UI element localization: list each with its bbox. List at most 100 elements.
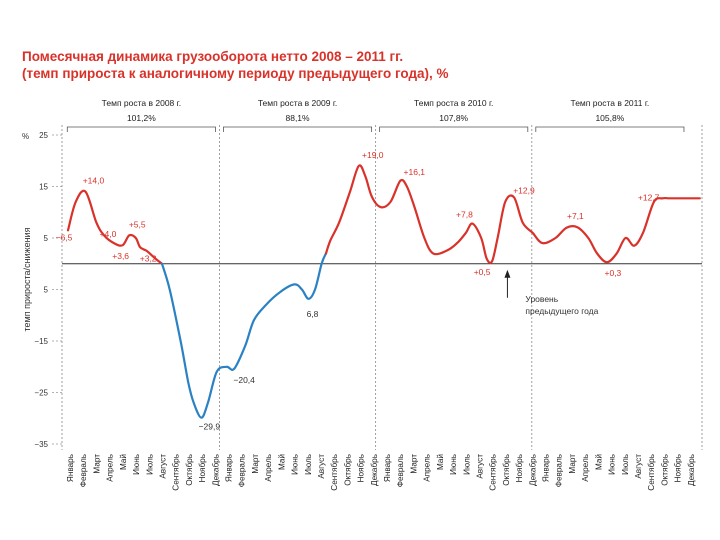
month-label: Январь (542, 454, 551, 482)
data-label: +5,5 (129, 219, 146, 229)
series-line-0 (66, 189, 164, 265)
period-bracket (223, 126, 373, 132)
data-label: +0,3 (605, 268, 622, 278)
month-label: Август (317, 454, 326, 479)
month-label: Сентябрь (647, 454, 656, 491)
month-label: Июнь (291, 454, 300, 475)
y-tick-label: −25 (34, 389, 48, 398)
month-label: Ноябрь (674, 454, 683, 482)
period-label: Темп роста в 2009 г. (258, 98, 337, 108)
month-label: Декабрь (687, 454, 696, 486)
data-label: +14,0 (83, 176, 105, 186)
month-label: Апрель (106, 454, 115, 482)
month-label: Май (277, 454, 286, 470)
reference-note-line-2: предыдущего года (525, 306, 598, 316)
y-tick-label: 25 (39, 131, 48, 140)
month-label: Октябрь (343, 454, 352, 486)
month-label: Июнь (132, 454, 141, 475)
month-label: Ноябрь (357, 454, 366, 482)
month-label: Февраль (396, 454, 405, 487)
reference-note-line-1: Уровень (525, 294, 558, 304)
y-tick-label: 5 (44, 286, 49, 295)
period-bracket (379, 126, 529, 132)
year-dividers (61, 125, 703, 450)
month-label: Сентябрь (172, 454, 181, 491)
y-axis: % 25 15 5 5 −15 −25 −35 темп прироста/снижения (22, 131, 62, 449)
data-label: +4,0 (100, 229, 117, 239)
month-label: Июль (145, 454, 154, 475)
month-label: Декабрь (528, 454, 537, 486)
month-label: Ноябрь (515, 454, 524, 482)
month-label: Январь (66, 454, 75, 482)
period-value: 101,2% (127, 113, 156, 123)
month-label: Декабрь (211, 454, 220, 486)
data-label: +3,2 (140, 253, 157, 263)
data-label: +12,9 (513, 185, 535, 195)
y-axis-title: темп прироста/снижения (22, 227, 32, 331)
month-label: Июль (621, 454, 630, 475)
month-label: Ноябрь (198, 454, 207, 482)
y-tick-label: 5 (44, 234, 49, 243)
month-label: Сентябрь (489, 454, 498, 491)
series-line-2 (324, 164, 701, 264)
month-label: Март (409, 454, 418, 474)
title-line-2: (темп прироста к аналогичному периоду пр… (22, 66, 449, 81)
x-axis-month-labels: Январь Февраль Март Апрель Май Июнь Июль Август… (66, 454, 696, 491)
month-label: Май (436, 454, 445, 470)
month-label: Январь (383, 454, 392, 482)
data-label: +16,1 (404, 167, 426, 177)
data-label: +7,8 (456, 210, 473, 220)
month-label: Январь (225, 454, 234, 482)
chart-title: Помесячная динамика грузооборота нетто 2… (22, 48, 449, 82)
series-line-1 (160, 252, 328, 419)
period-value: 88,1% (285, 113, 310, 123)
data-label: −6,5 (56, 232, 73, 242)
month-label: Апрель (423, 454, 432, 482)
data-label: +0,5 (474, 267, 491, 277)
data-label: +3,6 (112, 251, 129, 261)
data-label: −20,4 (233, 375, 255, 385)
month-label: Октябрь (660, 454, 669, 486)
data-labels: +14,0 −6,5 +4,0 +3,6 +5,5 +3,2 −29,9 −20,4 6,8 +1… (56, 150, 660, 432)
y-unit-label: % (22, 132, 29, 141)
data-label: +19,0 (362, 150, 384, 160)
reference-arrow-head (504, 269, 511, 278)
month-label: Август (159, 454, 168, 479)
data-label: −29,9 (199, 422, 221, 432)
period-label: Темп роста в 2008 г. (102, 98, 181, 108)
data-label: +12,7 (638, 192, 660, 202)
period-value: 105,8% (595, 113, 624, 123)
period-label: Темп роста в 2011 г. (570, 98, 649, 108)
period-label: Темп роста в 2010 г. (414, 98, 493, 108)
month-label: Апрель (264, 454, 273, 482)
month-label: Июль (462, 454, 471, 475)
month-label: Июль (304, 454, 313, 475)
month-label: Февраль (238, 454, 247, 487)
month-label: Декабрь (370, 454, 379, 486)
month-label: Август (634, 454, 643, 479)
month-label: Февраль (79, 454, 88, 487)
month-label: Март (568, 454, 577, 474)
month-label: Июнь (449, 454, 458, 475)
period-bracket (66, 126, 216, 132)
month-label: Февраль (555, 454, 564, 487)
period-value: 107,8% (439, 113, 468, 123)
month-label: Октябрь (502, 454, 511, 486)
month-label: Март (92, 454, 101, 474)
month-label: Октябрь (185, 454, 194, 486)
data-label: 6,8 (307, 309, 319, 319)
data-label: +7,1 (567, 211, 584, 221)
y-tick-label: 15 (39, 183, 48, 192)
month-label: Июнь (608, 454, 617, 475)
month-label: Апрель (581, 454, 590, 482)
period-headers: Темп роста в 2008 г. 101,2% Темп роста в 2… (66, 98, 685, 132)
month-label: Сентябрь (330, 454, 339, 491)
month-label: Май (594, 454, 603, 470)
month-label: Март (251, 454, 260, 474)
y-tick-label: −35 (34, 440, 48, 449)
period-bracket (535, 126, 685, 132)
reference-note: Уровень предыдущего года (504, 269, 599, 316)
month-label: Август (476, 454, 485, 479)
series-lines (66, 164, 701, 419)
